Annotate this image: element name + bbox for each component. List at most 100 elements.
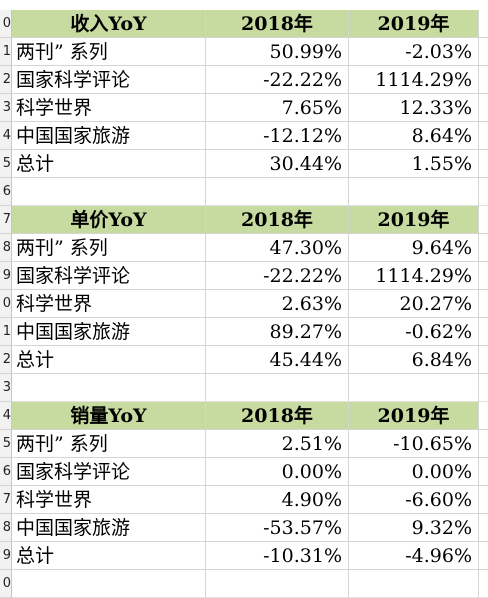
row-number[interactable]: 9 [0,542,12,570]
value-cell-2018[interactable]: 7.65% [206,94,349,122]
value-cell-2018[interactable]: -22.22% [206,66,349,94]
row-number[interactable]: 8 [0,234,12,262]
empty-cell[interactable] [206,178,349,206]
value-cell-2019[interactable]: 8.64% [349,122,479,150]
year-header-cell[interactable]: 2018年 [206,402,349,430]
empty-cell[interactable] [479,346,488,374]
value-cell-2019[interactable]: -6.60% [349,486,479,514]
value-cell-2018[interactable]: 89.27% [206,318,349,346]
empty-cell[interactable] [479,206,488,234]
label-cell[interactable]: 中国国家旅游 [12,122,206,150]
value-cell-2019[interactable]: 1.55% [349,150,479,178]
empty-cell[interactable] [479,234,488,262]
row-number[interactable]: 7 [0,206,12,234]
empty-cell[interactable] [12,570,206,598]
value-cell-2019[interactable]: 1114.29% [349,262,479,290]
row-number[interactable]: 2 [0,66,12,94]
label-cell[interactable]: 国家科学评论 [12,66,206,94]
value-cell-2018[interactable]: 30.44% [206,150,349,178]
row-number[interactable]: 3 [0,94,12,122]
empty-cell[interactable] [479,542,488,570]
table-title-cell[interactable]: 单价YoY [12,206,206,234]
value-cell-2019[interactable]: -0.62% [349,318,479,346]
empty-cell[interactable] [479,66,488,94]
row-number[interactable]: 4 [0,122,12,150]
label-cell[interactable]: 科学世界 [12,290,206,318]
value-cell-2019[interactable]: 20.27% [349,290,479,318]
value-cell-2018[interactable]: 50.99% [206,38,349,66]
row-number[interactable]: 6 [0,178,12,206]
table-title-cell[interactable]: 收入YoY [12,10,206,38]
year-header-cell[interactable]: 2019年 [349,10,479,38]
value-cell-2019[interactable]: 0.00% [349,458,479,486]
empty-cell[interactable] [479,122,488,150]
empty-cell[interactable] [479,290,488,318]
label-cell[interactable]: 总计 [12,542,206,570]
empty-cell[interactable] [479,514,488,542]
row-number[interactable]: 1 [0,38,12,66]
label-cell[interactable]: 中国国家旅游 [12,514,206,542]
empty-cell[interactable] [12,178,206,206]
row-number[interactable]: 0 [0,570,12,598]
empty-cell[interactable] [479,318,488,346]
empty-cell[interactable] [479,10,488,38]
year-header-cell[interactable]: 2018年 [206,206,349,234]
value-cell-2019[interactable]: 1114.29% [349,66,479,94]
label-cell[interactable]: 科学世界 [12,94,206,122]
value-cell-2018[interactable]: 4.90% [206,486,349,514]
value-cell-2018[interactable]: -12.12% [206,122,349,150]
label-cell[interactable]: 科学世界 [12,486,206,514]
value-cell-2018[interactable]: 2.63% [206,290,349,318]
empty-cell[interactable] [479,94,488,122]
value-cell-2018[interactable]: 45.44% [206,346,349,374]
row-number[interactable]: 2 [0,346,12,374]
value-cell-2018[interactable]: 47.30% [206,234,349,262]
row-number[interactable]: 4 [0,402,12,430]
empty-cell[interactable] [12,374,206,402]
label-cell[interactable]: 中国国家旅游 [12,318,206,346]
row-number[interactable]: 0 [0,290,12,318]
empty-cell[interactable] [479,570,488,598]
value-cell-2019[interactable]: -10.65% [349,430,479,458]
empty-cell[interactable] [479,38,488,66]
row-number[interactable]: 9 [0,262,12,290]
row-number[interactable]: 5 [0,150,12,178]
empty-cell[interactable] [206,570,349,598]
row-number[interactable]: 0 [0,10,12,38]
value-cell-2019[interactable]: 9.64% [349,234,479,262]
label-cell[interactable]: 国家科学评论 [12,458,206,486]
row-number[interactable]: 3 [0,374,12,402]
empty-cell[interactable] [479,150,488,178]
value-cell-2019[interactable]: -4.96% [349,542,479,570]
table-title-cell[interactable]: 销量YoY [12,402,206,430]
label-cell[interactable]: 国家科学评论 [12,262,206,290]
empty-cell[interactable] [479,402,488,430]
label-cell[interactable]: 两刊” 系列 [12,38,206,66]
empty-cell[interactable] [206,374,349,402]
row-number[interactable]: 7 [0,486,12,514]
value-cell-2018[interactable]: -53.57% [206,514,349,542]
year-header-cell[interactable]: 2019年 [349,206,479,234]
row-number[interactable]: 5 [0,430,12,458]
empty-cell[interactable] [479,374,488,402]
label-cell[interactable]: 两刊” 系列 [12,430,206,458]
year-header-cell[interactable]: 2018年 [206,10,349,38]
value-cell-2018[interactable]: -22.22% [206,262,349,290]
value-cell-2018[interactable]: 0.00% [206,458,349,486]
value-cell-2018[interactable]: 2.51% [206,430,349,458]
value-cell-2019[interactable]: 9.32% [349,514,479,542]
value-cell-2018[interactable]: -10.31% [206,542,349,570]
empty-cell[interactable] [479,486,488,514]
empty-cell[interactable] [479,430,488,458]
empty-cell[interactable] [479,458,488,486]
value-cell-2019[interactable]: -2.03% [349,38,479,66]
row-number[interactable]: 1 [0,318,12,346]
label-cell[interactable]: 两刊” 系列 [12,234,206,262]
empty-cell[interactable] [479,178,488,206]
year-header-cell[interactable]: 2019年 [349,402,479,430]
label-cell[interactable]: 总计 [12,150,206,178]
empty-cell[interactable] [349,374,479,402]
empty-cell[interactable] [349,570,479,598]
label-cell[interactable]: 总计 [12,346,206,374]
row-number[interactable]: 8 [0,514,12,542]
